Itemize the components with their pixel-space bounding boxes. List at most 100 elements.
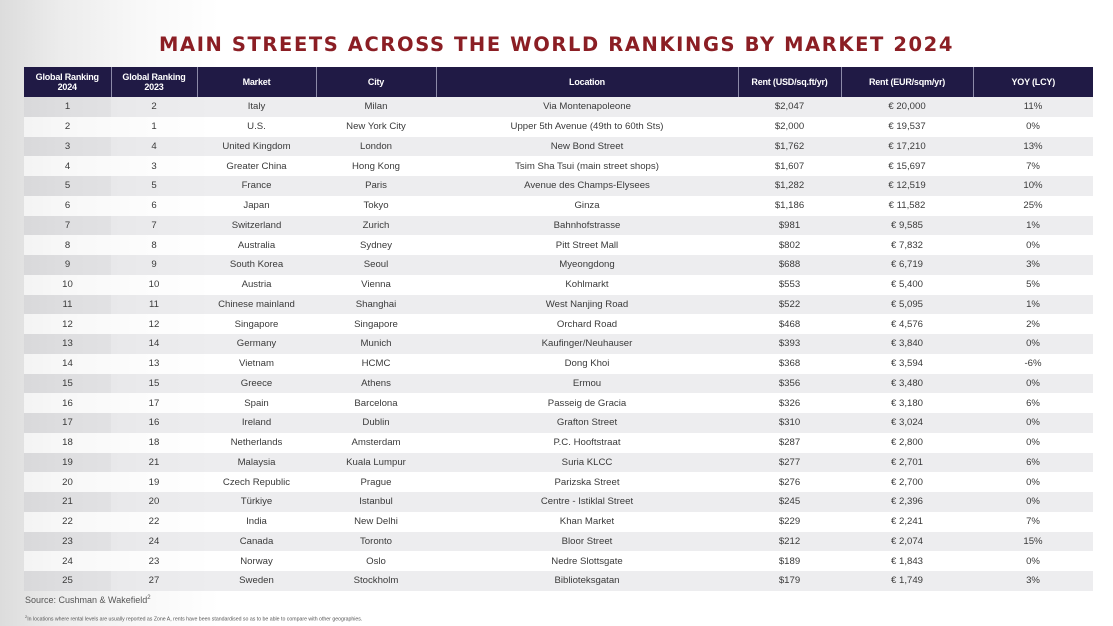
cell-rent-eur: € 11,582 (841, 195, 973, 216)
cell-rank-2023: 16 (111, 413, 197, 433)
cell-rank-2023: 21 (111, 452, 197, 473)
cell-rank-2024: 1 (24, 97, 111, 117)
table-body: 1 2 Italy Milan Via Montenapoleone $2,047 € 20… (24, 97, 1093, 591)
cell-market: Germany (197, 334, 316, 354)
cell-city: Toronto (316, 531, 436, 552)
cell-yoy: 0% (973, 373, 1093, 394)
cell-rent-usd: $368 (738, 353, 841, 374)
cell-market: Switzerland (197, 215, 316, 236)
cell-location: Bahnhofstrasse (436, 215, 738, 236)
table-row: 1 2 Italy Milan Via Montenapoleone $2,047 € 20… (24, 97, 1093, 117)
cell-yoy: 0% (973, 472, 1093, 492)
cell-rank-2023: 24 (111, 531, 197, 552)
column-header-rent-usd: Rent (USD/sq.ft/yr) (738, 67, 842, 97)
cell-rent-usd: $1,762 (738, 136, 841, 157)
cell-rank-2023: 5 (111, 176, 197, 196)
cell-location: New Bond Street (436, 136, 738, 157)
cell-rank-2024: 23 (24, 531, 111, 552)
cell-rank-2023: 11 (111, 294, 197, 315)
table-row: 16 17 Spain Barcelona Passeig de Gracia $326 €… (24, 393, 1093, 413)
cell-market: Canada (197, 531, 316, 552)
cell-yoy: 6% (973, 393, 1093, 413)
footnote-marker: 2 (25, 614, 28, 619)
rankings-table: Global Ranking 2024 Global Ranking 2023 Ma… (24, 67, 1093, 591)
cell-rent-eur: € 2,074 (841, 531, 973, 552)
cell-city: Milan (316, 97, 436, 117)
table-header-row: Global Ranking 2024 Global Ranking 2023 Ma… (24, 67, 1093, 97)
table-row: 22 22 India New Delhi Khan Market $229 € 2,241… (24, 511, 1093, 532)
table-row: 12 12 Singapore Singapore Orchard Road $468 € … (24, 314, 1093, 334)
cell-city: Sydney (316, 235, 436, 255)
cell-market: Czech Republic (197, 472, 316, 492)
cell-rent-eur: € 12,519 (841, 176, 973, 196)
cell-location: Tsim Sha Tsui (main street shops) (436, 156, 738, 176)
cell-rank-2024: 10 (24, 274, 111, 295)
cell-rank-2024: 15 (24, 373, 111, 394)
cell-market: Singapore (197, 314, 316, 334)
cell-rank-2024: 22 (24, 511, 111, 532)
cell-yoy: 0% (973, 413, 1093, 433)
table-row: 19 21 Malaysia Kuala Lumpur Suria KLCC $277 € … (24, 452, 1093, 473)
cell-location: Passeig de Gracia (436, 393, 738, 413)
cell-city: Amsterdam (316, 432, 436, 453)
cell-market: Sweden (197, 571, 316, 591)
cell-rank-2024: 8 (24, 235, 111, 255)
cell-city: Shanghai (316, 294, 436, 315)
cell-market: Ireland (197, 413, 316, 433)
cell-rank-2024: 19 (24, 452, 111, 473)
cell-location: Ermou (436, 373, 738, 394)
cell-yoy: 11% (973, 97, 1093, 117)
cell-yoy: 3% (973, 255, 1093, 275)
cell-rent-usd: $189 (738, 551, 841, 571)
cell-rent-usd: $802 (738, 235, 841, 255)
cell-rank-2024: 18 (24, 432, 111, 453)
cell-rank-2023: 8 (111, 235, 197, 255)
cell-rent-eur: € 2,800 (841, 432, 973, 453)
cell-yoy: 0% (973, 432, 1093, 453)
cell-location: Kaufinger/Neuhauser (436, 334, 738, 354)
cell-yoy: 7% (973, 511, 1093, 532)
cell-rank-2024: 5 (24, 176, 111, 196)
cell-market: Greater China (197, 156, 316, 176)
cell-rent-eur: € 20,000 (841, 97, 973, 117)
cell-yoy: 1% (973, 215, 1093, 236)
cell-market: India (197, 511, 316, 532)
cell-rank-2024: 25 (24, 571, 111, 591)
cell-rent-usd: $1,186 (738, 195, 841, 216)
cell-rent-usd: $229 (738, 511, 841, 532)
cell-rank-2023: 9 (111, 255, 197, 275)
cell-location: Khan Market (436, 511, 738, 532)
cell-market: Malaysia (197, 452, 316, 473)
source-text: Source: Cushman & Wakefield (25, 595, 148, 605)
cell-rent-usd: $522 (738, 294, 841, 315)
cell-city: Tokyo (316, 195, 436, 216)
cell-rank-2023: 14 (111, 334, 197, 354)
table-row: 24 23 Norway Oslo Nedre Slottsgate $189 € 1,84… (24, 551, 1093, 571)
cell-rank-2024: 16 (24, 393, 111, 413)
cell-location: Kohlmarkt (436, 274, 738, 295)
cell-rent-usd: $2,000 (738, 116, 841, 137)
cell-rent-eur: € 1,843 (841, 551, 973, 571)
cell-rent-eur: € 4,576 (841, 314, 973, 334)
table-row: 18 18 Netherlands Amsterdam P.C. Hooftstraat… (24, 432, 1093, 453)
cell-rent-eur: € 15,697 (841, 156, 973, 176)
cell-market: U.S. (197, 116, 316, 137)
cell-rank-2023: 23 (111, 551, 197, 571)
cell-rent-usd: $1,282 (738, 176, 841, 196)
cell-yoy: 0% (973, 492, 1093, 512)
cell-market: United Kingdom (197, 136, 316, 157)
column-header-rent-eur: Rent (EUR/sqm/yr) (841, 67, 974, 97)
cell-city: Barcelona (316, 393, 436, 413)
cell-rent-eur: € 3,840 (841, 334, 973, 354)
cell-rent-usd: $688 (738, 255, 841, 275)
table-row: 23 24 Canada Toronto Bloor Street $212 € 2,074… (24, 531, 1093, 552)
footnote: 2In locations where rental levels are us… (25, 614, 362, 623)
table-row: 10 10 Austria Vienna Kohlmarkt $553 € 5,400 5% (24, 274, 1093, 295)
cell-city: Prague (316, 472, 436, 492)
cell-yoy: 5% (973, 274, 1093, 295)
cell-rank-2023: 13 (111, 353, 197, 374)
table-row: 4 3 Greater China Hong Kong Tsim Sha Tsui (m… (24, 156, 1093, 176)
cell-location: Myeongdong (436, 255, 738, 275)
footnote-text: In locations where rental levels are usu… (27, 616, 363, 623)
table-row: 8 8 Australia Sydney Pitt Street Mall $802 € 7… (24, 235, 1093, 255)
